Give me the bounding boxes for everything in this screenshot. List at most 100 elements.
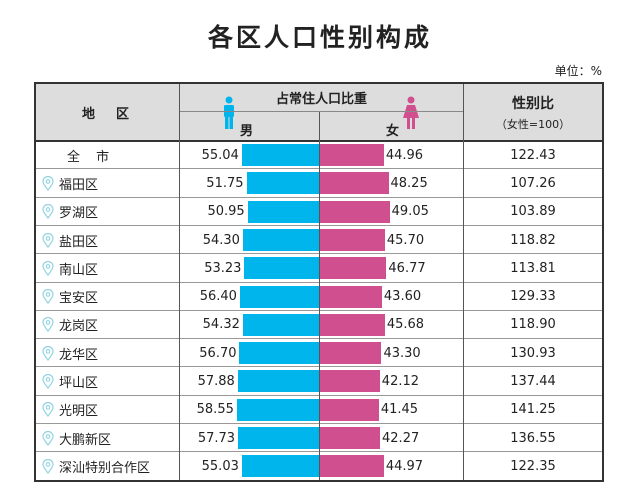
ratio-value: 141.25 <box>510 402 556 418</box>
female-bar <box>320 172 389 195</box>
region-cell: 光明区 <box>42 396 98 424</box>
table-row: 南山区 53.23 46.77 113.81 <box>36 254 602 282</box>
male-value: 53.23 <box>204 260 242 276</box>
location-pin-icon <box>42 317 54 333</box>
male-value: 54.32 <box>202 317 240 333</box>
header-female: 女 <box>320 96 463 140</box>
female-bar <box>320 257 387 280</box>
region-cell: 龙岗区 <box>42 311 98 339</box>
location-pin-icon <box>42 204 54 220</box>
region-name: 坪山区 <box>59 376 99 392</box>
female-bar <box>320 313 385 336</box>
female-value: 44.96 <box>385 147 424 163</box>
region-name: 全 市 <box>67 149 116 165</box>
ratio-value: 113.81 <box>510 260 556 276</box>
table-row: 坪山区 57.88 42.12 137.44 <box>36 367 602 395</box>
male-bar <box>241 455 320 478</box>
female-bar <box>320 427 381 449</box>
male-value: 57.88 <box>197 374 235 390</box>
female-bar <box>320 455 384 478</box>
region-name: 龙华区 <box>59 347 99 363</box>
region-cell: 罗湖区 <box>42 198 98 226</box>
male-value: 57.73 <box>197 430 236 446</box>
region-name: 深汕特别合作区 <box>59 460 151 476</box>
male-bar <box>239 342 320 365</box>
ratio-value: 122.43 <box>510 147 556 163</box>
female-value: 42.12 <box>381 374 420 390</box>
male-value: 56.40 <box>199 289 237 305</box>
header-ratio: 性别比 （女性=100） <box>464 84 602 140</box>
ratio-value: 107.26 <box>510 175 556 191</box>
location-pin-icon <box>42 175 54 191</box>
male-bar <box>241 144 320 166</box>
male-bar <box>244 257 320 280</box>
region-cell: 深汕特别合作区 <box>42 452 150 480</box>
male-value: 50.95 <box>207 204 245 220</box>
location-pin-icon <box>42 374 54 390</box>
ratio-value: 136.55 <box>510 430 556 446</box>
location-pin-icon <box>42 430 54 446</box>
location-pin-icon <box>42 289 54 305</box>
col-divider <box>319 112 320 480</box>
ratio-label: 性别比 <box>512 95 554 112</box>
male-value: 56.70 <box>199 345 237 361</box>
location-pin-icon <box>42 260 54 276</box>
region-name: 光明区 <box>59 404 99 420</box>
ratio-value: 118.90 <box>510 317 556 333</box>
male-bar <box>238 427 320 449</box>
region-name: 宝安区 <box>59 291 99 307</box>
location-pin-icon <box>42 232 54 248</box>
region-name: 福田区 <box>59 177 99 193</box>
ratio-value: 118.82 <box>510 232 556 248</box>
table-row: 盐田区 54.30 45.70 118.82 <box>36 226 602 254</box>
female-bar <box>320 144 384 166</box>
region-cell: 盐田区 <box>42 226 98 254</box>
region-cell: 坪山区 <box>42 367 98 395</box>
male-bar <box>239 285 320 308</box>
table-row: 大鹏新区 57.73 42.27 136.55 <box>36 424 602 452</box>
location-pin-icon <box>42 345 54 361</box>
female-bar <box>320 285 382 308</box>
table-row: 深汕特别合作区 55.03 44.97 122.35 <box>36 452 602 480</box>
male-value: 51.75 <box>206 175 244 191</box>
female-bar <box>320 342 382 365</box>
unit-label: 单位：% <box>554 64 602 78</box>
gender-table: 地 区 占常住人口比重 男 女 性别比 （女性=100） 全 市 55.04 44.… <box>34 82 604 482</box>
col-divider <box>179 84 180 480</box>
female-bar <box>320 398 379 421</box>
region-name: 罗湖区 <box>59 206 99 222</box>
female-value: 42.27 <box>382 430 420 446</box>
table-row: 罗湖区 50.95 49.05 103.89 <box>36 198 602 226</box>
male-bar <box>247 200 320 223</box>
male-bar <box>246 172 320 195</box>
region-cell: 龙华区 <box>42 339 98 367</box>
ratio-value: 130.93 <box>510 345 556 361</box>
male-bar <box>242 313 320 336</box>
female-label: 女 <box>386 123 400 139</box>
subheader-divider <box>180 111 464 112</box>
male-label: 男 <box>240 123 254 139</box>
header-male: 男 <box>180 96 319 140</box>
region-name: 大鹏新区 <box>59 432 112 448</box>
female-icon <box>403 96 419 129</box>
page-title: 各区人口性别构成 <box>207 23 432 52</box>
male-icon <box>224 96 234 129</box>
ratio-note: （女性=100） <box>495 117 571 131</box>
ratio-value: 129.33 <box>510 289 556 305</box>
table-row: 龙华区 56.70 43.30 130.93 <box>36 339 602 367</box>
female-bar <box>320 370 380 393</box>
table-row: 宝安区 56.40 43.60 129.33 <box>36 283 602 311</box>
ratio-value: 103.89 <box>510 204 556 220</box>
ratio-value: 122.35 <box>510 458 556 474</box>
female-bar <box>320 200 390 223</box>
male-bar <box>237 370 320 393</box>
region-cell: 大鹏新区 <box>42 424 111 452</box>
male-bar <box>242 228 320 251</box>
male-bar <box>236 398 320 421</box>
region-name: 南山区 <box>59 262 99 278</box>
region-cell: 福田区 <box>42 169 98 197</box>
male-value: 54.30 <box>202 232 240 248</box>
table-row: 全 市 55.04 44.96 122.43 <box>36 141 602 169</box>
region-name: 盐田区 <box>59 234 99 250</box>
ratio-value: 137.44 <box>510 374 556 390</box>
